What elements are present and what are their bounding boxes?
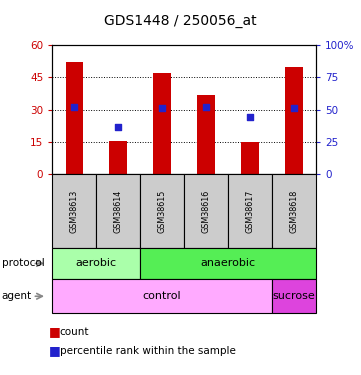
Text: sucrose: sucrose <box>273 291 315 301</box>
Text: agent: agent <box>2 291 32 301</box>
Text: aerobic: aerobic <box>76 258 117 268</box>
Point <box>247 114 253 120</box>
Bar <box>153 73 171 174</box>
Point <box>71 104 77 110</box>
Point <box>115 123 121 129</box>
Bar <box>65 62 83 174</box>
Bar <box>197 94 215 174</box>
Point <box>203 104 209 110</box>
Bar <box>109 141 127 174</box>
Text: GSM38616: GSM38616 <box>201 189 210 232</box>
Point <box>159 105 165 111</box>
Text: GSM38617: GSM38617 <box>245 189 255 232</box>
Text: percentile rank within the sample: percentile rank within the sample <box>60 346 235 355</box>
Text: GDS1448 / 250056_at: GDS1448 / 250056_at <box>104 13 257 28</box>
Text: protocol: protocol <box>2 258 44 268</box>
Bar <box>285 67 303 174</box>
Bar <box>241 142 259 174</box>
Text: control: control <box>143 291 182 301</box>
Point <box>291 105 297 111</box>
Text: count: count <box>60 327 89 337</box>
Text: anaerobic: anaerobic <box>200 258 256 268</box>
Text: GSM38615: GSM38615 <box>158 189 167 232</box>
Text: GSM38613: GSM38613 <box>70 189 79 232</box>
Text: GSM38614: GSM38614 <box>114 189 123 232</box>
Text: GSM38618: GSM38618 <box>290 189 299 232</box>
Text: ■: ■ <box>49 326 61 338</box>
Text: ■: ■ <box>49 344 61 357</box>
